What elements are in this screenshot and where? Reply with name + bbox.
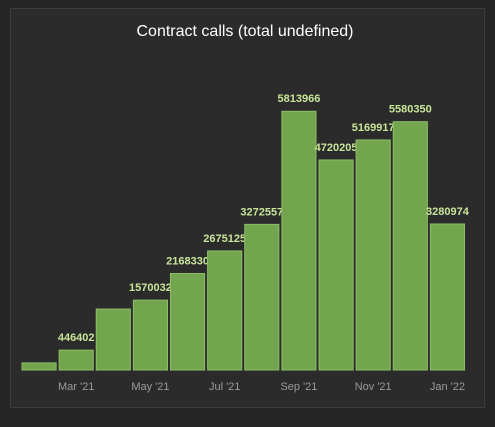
value-label: 5580350 (389, 104, 432, 116)
x-tick-label: Sep '21 (280, 381, 317, 393)
value-label: 2168330 (166, 255, 209, 267)
bar (318, 159, 354, 371)
bar (132, 299, 169, 371)
bar (244, 223, 280, 371)
value-label: 3280974 (426, 206, 470, 218)
value-label: 1570032 (129, 282, 172, 294)
x-tick-label: Nov '21 (355, 381, 392, 393)
bar (355, 139, 391, 371)
bar (58, 349, 94, 371)
bar (207, 250, 243, 371)
bar (281, 110, 317, 371)
bar (429, 223, 466, 371)
bar (95, 308, 131, 371)
value-label: 3272557 (240, 206, 283, 218)
value-label: 4720205 (315, 142, 358, 154)
chart-title: Contract calls (total undefined) (137, 23, 354, 40)
x-tick-label: Jan '22 (430, 381, 465, 393)
value-label: 446402 (58, 332, 95, 344)
bar (21, 362, 57, 371)
bar (392, 121, 428, 371)
bar (169, 273, 206, 371)
value-label: 2675125 (203, 233, 246, 245)
x-tick-label: May '21 (131, 381, 169, 393)
value-label: 5813966 (278, 93, 321, 105)
x-tick-label: Mar '21 (58, 381, 94, 393)
x-tick-label: Jul '21 (209, 381, 240, 393)
value-label: 5169917 (352, 122, 395, 134)
